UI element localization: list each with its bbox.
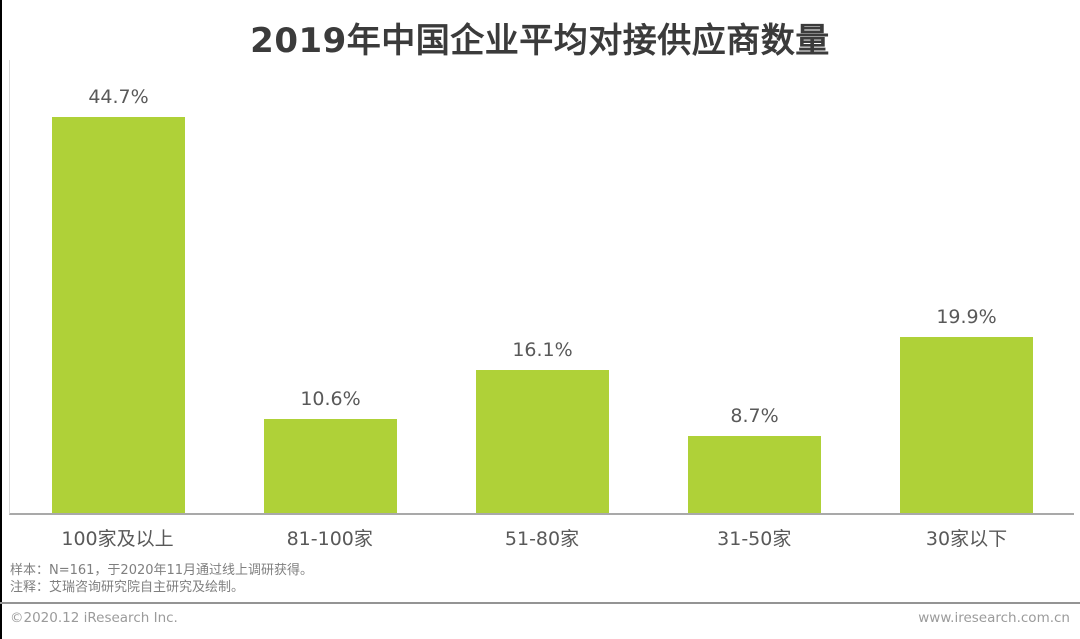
category-label: 30家以下 <box>925 528 1008 550</box>
bar-value-label: 44.7% <box>88 86 149 108</box>
bar-column: 19.9% <box>900 306 1033 513</box>
category-label: 31-50家 <box>717 528 792 550</box>
footer-separator-line <box>0 602 1080 604</box>
chart-notes: 样本：N=161，于2020年11月通过线上调研获得。 注释：艾瑞咨询研究院自主… <box>10 562 313 596</box>
bar <box>900 337 1033 513</box>
x-axis-category-labels: 100家及以上 81-100家 51-80家 31-50家 30家以下 <box>9 524 1074 551</box>
chart-plot-area: 44.7% 10.6% 16.1% 8.7% 19.9% <box>9 60 1074 515</box>
bar <box>476 370 609 513</box>
left-edge-line <box>0 0 2 639</box>
bar-value-label: 10.6% <box>300 388 361 410</box>
bars-row: 44.7% 10.6% 16.1% 8.7% 19.9% <box>10 60 1074 513</box>
bar-value-label: 16.1% <box>512 339 573 361</box>
bar <box>688 436 821 513</box>
bar <box>52 117 185 513</box>
bar-column: 10.6% <box>264 388 397 513</box>
note-sample: 样本：N=161，于2020年11月通过线上调研获得。 <box>10 563 314 578</box>
bar-value-label: 19.9% <box>936 306 997 328</box>
note-annotation: 注释：艾瑞咨询研究院自主研究及绘制。 <box>10 580 245 595</box>
bar-column: 16.1% <box>476 339 609 513</box>
bar-value-label: 8.7% <box>730 405 779 427</box>
copyright-text: ©2020.12 iResearch Inc. <box>10 610 178 626</box>
bar <box>264 419 397 513</box>
chart-title: 2019年中国企业平均对接供应商数量 <box>250 21 830 61</box>
website-text: www.iresearch.com.cn <box>918 610 1070 626</box>
bar-column: 8.7% <box>688 405 821 513</box>
category-label: 81-100家 <box>286 528 373 550</box>
category-label: 51-80家 <box>504 528 580 550</box>
footer-bar: ©2020.12 iResearch Inc. www.iresearch.co… <box>10 610 1070 626</box>
bar-column: 44.7% <box>52 86 185 513</box>
category-label: 100家及以上 <box>61 528 174 550</box>
